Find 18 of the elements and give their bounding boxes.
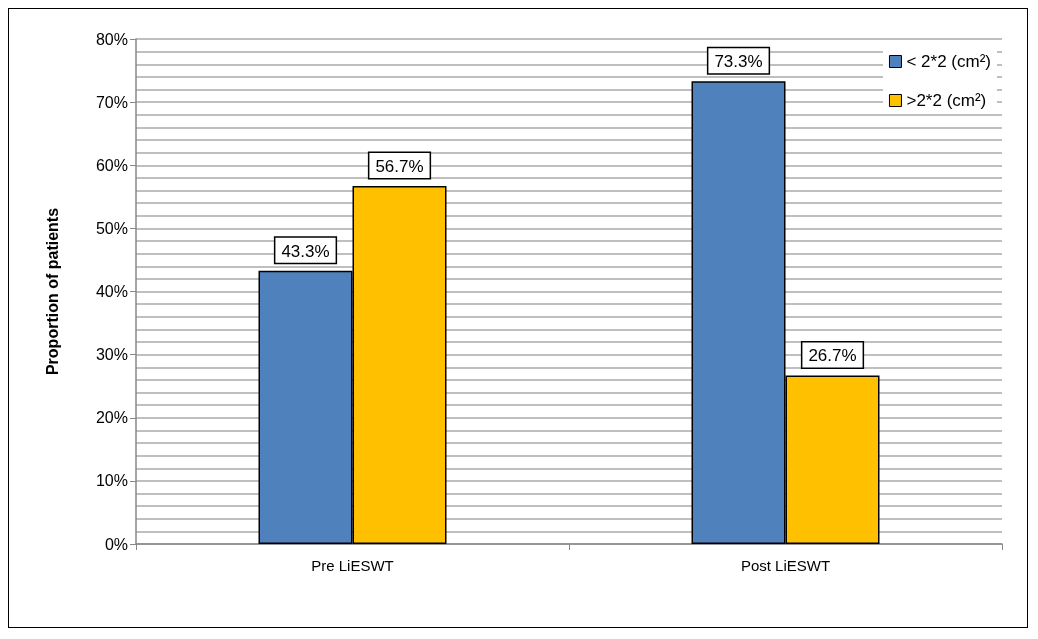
y-tick-label: 20% [95, 409, 128, 427]
y-tick-label: 30% [95, 346, 128, 364]
y-tick-label: 10% [95, 472, 128, 490]
data-label: 56.7% [375, 157, 424, 177]
y-axis-title: Proportion of patients [43, 207, 61, 376]
x-tick-label: Post LiESWT [740, 557, 831, 574]
y-tick-label: 50% [95, 219, 128, 237]
y-tick-label: 40% [95, 283, 128, 300]
data-label: 26.7% [808, 346, 857, 366]
legend-label: < 2*2 (cm²) [906, 52, 991, 71]
y-tick-label: 70% [95, 93, 128, 111]
x-tick-label: Pre LiESWT [311, 557, 394, 574]
y-tick-label: 60% [95, 156, 128, 174]
y-tick-label: 0% [104, 535, 128, 553]
legend-label: >2*2 (cm²) [906, 91, 987, 110]
data-label: 73.3% [714, 52, 763, 72]
y-tick-label: 80% [95, 30, 128, 48]
data-label: 43.3% [281, 241, 330, 261]
